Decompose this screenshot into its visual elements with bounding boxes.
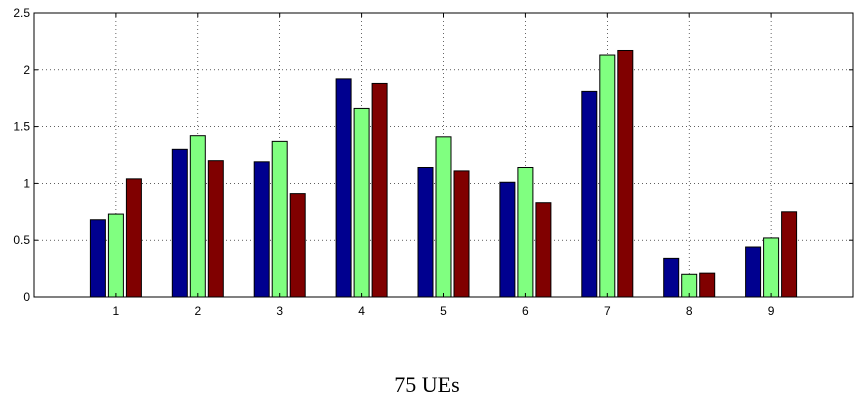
bar: [663, 257, 680, 298]
y-tick-label: 0: [23, 290, 30, 304]
bar: [107, 213, 124, 298]
bar: [745, 246, 762, 298]
x-tick-label: 1: [113, 304, 120, 318]
x-tick-label: 3: [276, 304, 283, 318]
y-tick-label: 1.5: [13, 120, 30, 134]
x-tick-label: 7: [604, 304, 611, 318]
x-tick-label: 5: [440, 304, 447, 318]
bar: [453, 170, 470, 298]
bar: [417, 166, 434, 298]
bar: [125, 178, 142, 298]
bar: [581, 90, 598, 298]
bar: [617, 49, 634, 298]
bar: [599, 54, 616, 298]
x-tick-label: 4: [358, 304, 365, 318]
bar: [763, 237, 780, 298]
y-tick-label: 2: [23, 63, 30, 77]
bar: [271, 140, 288, 298]
x-tick-label: 9: [768, 304, 775, 318]
bar: [499, 181, 516, 298]
y-tick-label: 2.5: [13, 6, 30, 20]
x-tick-label: 2: [194, 304, 201, 318]
bar: [435, 136, 452, 298]
y-tick-label: 1: [23, 176, 30, 190]
bar: [535, 202, 552, 298]
bar: [371, 82, 388, 298]
x-axis-ticks: 1 2 3 4 5 6 7 8 9: [113, 13, 775, 318]
bar: [335, 78, 352, 298]
bar: [189, 135, 206, 298]
x-axis-label: 75 UEs: [394, 372, 460, 397]
bar: [289, 193, 306, 298]
x-tick-label: 8: [686, 304, 693, 318]
bars: [89, 49, 798, 298]
bar: [171, 148, 188, 298]
x-tick-label: 6: [522, 304, 529, 318]
bar: [253, 161, 270, 298]
bar: [781, 211, 798, 298]
bar: [207, 160, 224, 298]
y-tick-label: 0.5: [13, 233, 30, 247]
bar: [699, 272, 716, 298]
y-axis-ticks: 0 0.5 1 1.5 2 2.5: [13, 6, 853, 304]
bar: [89, 219, 106, 298]
bar: [353, 107, 370, 298]
bar: [517, 166, 534, 298]
